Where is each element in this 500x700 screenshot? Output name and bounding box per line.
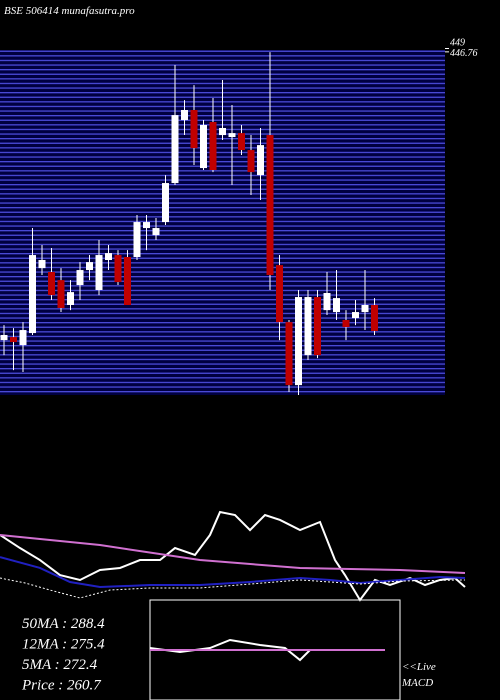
axis-area: [445, 50, 500, 395]
candle-body: [257, 145, 264, 176]
live-link[interactable]: <<Live: [402, 661, 436, 673]
candle-body: [219, 128, 226, 136]
candle-body: [114, 255, 122, 283]
candle-body: [352, 312, 359, 319]
candle-body: [323, 293, 331, 311]
stat-label: 50MA : 288.4: [22, 616, 105, 632]
stat-label: 5MA : 272.4: [22, 657, 98, 673]
candle-body: [124, 257, 131, 305]
candle-body: [266, 135, 274, 275]
candle-body: [238, 133, 245, 151]
candle-body: [209, 122, 217, 170]
candle-body: [190, 110, 198, 149]
candle-body: [133, 222, 141, 257]
candle-body: [143, 222, 150, 229]
candle-body: [19, 330, 27, 346]
candle-body: [0, 335, 8, 341]
chart-title: BSE 506414 munafasutra.pro: [4, 5, 135, 17]
y-tick-label: 449: [450, 38, 465, 49]
candle-body: [10, 337, 17, 343]
indicator-line: [0, 510, 466, 602]
candle-body: [285, 322, 293, 386]
candle-body: [200, 125, 207, 169]
candle-body: [105, 253, 112, 260]
candle-body: [29, 255, 36, 334]
candle-body: [171, 115, 179, 184]
candle-body: [342, 320, 350, 328]
indicator-line: [0, 533, 466, 574]
indicator-line: [0, 577, 466, 599]
stat-label: 12MA : 275.4: [22, 637, 105, 653]
y-tick-label: 446.76: [450, 48, 478, 59]
candle-body: [57, 280, 65, 308]
candle-body: [247, 150, 255, 173]
candle-body: [76, 270, 84, 286]
macd-label: MACD: [401, 677, 433, 689]
candle-body: [371, 305, 378, 331]
candle-body: [38, 260, 46, 269]
candle-body: [314, 297, 321, 356]
stat-label: Price : 260.7: [21, 678, 102, 694]
candle-body: [304, 297, 312, 356]
candle-body: [152, 228, 160, 236]
candle-body: [276, 265, 283, 323]
candle-body: [67, 292, 74, 305]
candle-body: [361, 305, 369, 313]
candle-body: [48, 272, 55, 296]
candle-body: [295, 297, 302, 386]
candle-body: [333, 298, 340, 313]
candle-body: [228, 133, 236, 137]
candle-body: [95, 255, 103, 290]
candle-body: [86, 262, 93, 271]
candle-body: [162, 183, 169, 223]
candle-body: [181, 110, 188, 121]
indicator-line: [0, 556, 466, 589]
